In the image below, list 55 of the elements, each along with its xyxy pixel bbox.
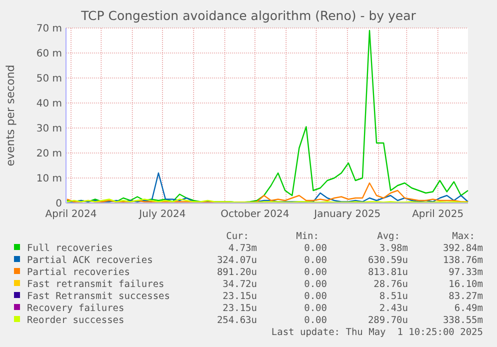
legend-label: Partial ACK recoveries (27, 255, 153, 266)
text: 16.10m (448, 279, 484, 290)
text: Cur: (226, 231, 249, 242)
y-tick-label: 70 m (36, 24, 62, 34)
y-tick-label: 60 m (36, 48, 62, 60)
text: 28.76u (374, 279, 408, 290)
text: 0.00 (304, 279, 328, 290)
text: Avg: (377, 231, 400, 242)
text: 8.51u (379, 291, 408, 302)
y-tick-label: 30 m (36, 124, 62, 134)
text: 324.07u (216, 255, 257, 266)
text: 0.00 (304, 315, 328, 326)
text: 392.84m (442, 243, 484, 254)
text: Min: (296, 231, 319, 242)
text: 4.73m (228, 243, 258, 254)
text: 254.63u (216, 315, 257, 326)
text: 0.00 (304, 291, 328, 302)
y-tick-label: 50 m (36, 74, 62, 84)
y-tick-label: 40 m (36, 98, 62, 110)
y-axis-title: events per second (4, 64, 17, 166)
text: 97.33m (448, 267, 484, 278)
y-tick-label: 0 (56, 198, 62, 210)
text: 0.00 (304, 267, 328, 278)
legend-label: Reorder successes (27, 315, 124, 326)
chart-title: TCP Congestion avoidance algorithm (Reno) - by year (80, 8, 417, 23)
text: 3.98m (379, 243, 408, 254)
text: 83.27m (448, 291, 484, 302)
x-tick-label: October 2024 (220, 209, 290, 220)
text: 0.00 (304, 243, 328, 254)
text: 0.00 (304, 255, 328, 266)
y-tick-label: 10 m (36, 174, 62, 184)
text: Last update: Thu May 1 10:25:00 2025 (271, 327, 483, 338)
text: 6.49m (454, 303, 484, 314)
text: 813.81u (368, 267, 408, 278)
text: 289.70u (368, 315, 408, 326)
text: 34.72u (222, 279, 257, 290)
text: 891.20u (216, 267, 257, 278)
text: 0.00 (304, 303, 328, 314)
y-tick-label: 20 m (36, 148, 62, 160)
x-tick-label: July 2024 (138, 209, 186, 220)
legend-label: Partial recoveries (27, 267, 130, 278)
x-tick-label: January 2025 (313, 209, 381, 220)
legend-label: Fast retransmit failures (27, 279, 164, 290)
text: 338.55m (442, 315, 484, 326)
x-tick-label: April 2025 (412, 209, 464, 220)
text: 23.15u (222, 291, 257, 302)
legend-label: Fast Retransmit successes (27, 291, 170, 302)
x-tick-label: April 2024 (45, 209, 97, 220)
text: 630.59u (368, 255, 408, 266)
legend-label: Recovery failures (27, 303, 124, 314)
text: 2.43u (379, 303, 408, 314)
text: 138.76m (442, 255, 484, 266)
text: 23.15u (222, 303, 257, 314)
legend-label: Full recoveries (27, 243, 113, 254)
text: Max: (452, 231, 475, 242)
